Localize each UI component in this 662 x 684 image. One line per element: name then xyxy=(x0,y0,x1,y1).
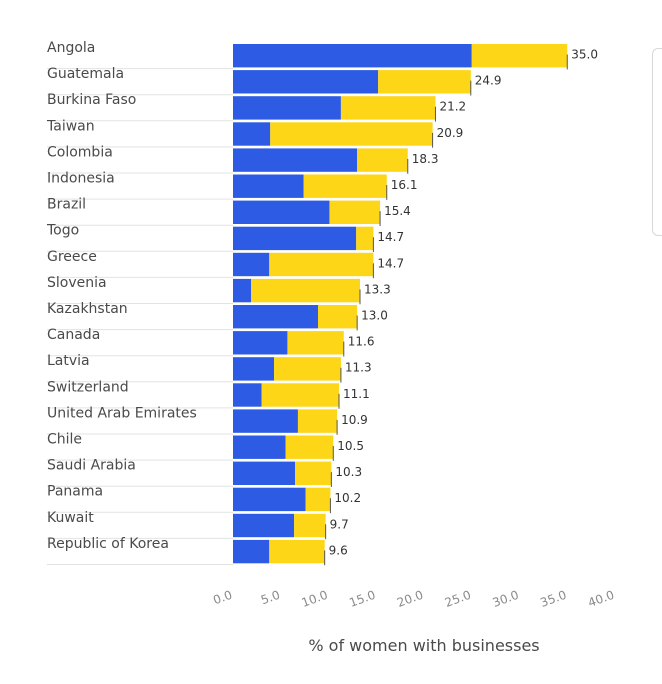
bar-segment-blue xyxy=(233,226,357,251)
bar-segment-yellow xyxy=(295,461,332,485)
legend-panel xyxy=(652,48,662,236)
category-label: Burkina Faso xyxy=(47,92,136,108)
category-label: Greece xyxy=(47,249,97,265)
bar-segment-yellow xyxy=(340,96,436,120)
data-label: 20.9 xyxy=(437,126,464,140)
x-tick-label: 5.0 xyxy=(259,588,282,608)
bar-segment-blue xyxy=(233,409,298,433)
data-label: 14.7 xyxy=(377,230,404,244)
bar-segment-yellow xyxy=(378,70,471,94)
data-label: 10.5 xyxy=(337,439,364,453)
bar-segment-blue xyxy=(233,174,304,198)
bar-segment-yellow xyxy=(251,278,361,303)
bar-segment-blue xyxy=(233,278,252,303)
data-label: 35.0 xyxy=(571,48,598,62)
data-label: 13.3 xyxy=(364,282,391,296)
x-tick-label: 15.0 xyxy=(347,588,377,610)
bar-segment-blue xyxy=(233,331,288,355)
bar-segment-yellow xyxy=(261,383,340,407)
bar-segment-yellow xyxy=(269,539,325,564)
data-label: 21.2 xyxy=(439,100,466,114)
bar-segment-yellow xyxy=(303,174,387,198)
category-label: Latvia xyxy=(47,353,90,369)
category-label: Switzerland xyxy=(47,379,129,395)
bar-segment-blue xyxy=(233,122,271,146)
bar-segment-yellow xyxy=(297,409,338,433)
data-label: 10.2 xyxy=(334,491,361,505)
bar-segment-blue xyxy=(233,383,262,407)
bar-segment-yellow xyxy=(471,44,568,68)
category-label: Taiwan xyxy=(46,118,95,134)
x-tick-label: 35.0 xyxy=(538,588,568,610)
category-label: Angola xyxy=(47,40,95,56)
bar-segment-yellow xyxy=(329,200,381,224)
x-tick-label: 20.0 xyxy=(395,588,425,610)
bar-segment-blue xyxy=(233,357,275,381)
bar-segment-blue xyxy=(233,435,286,459)
bar-segment-yellow xyxy=(357,148,408,172)
bar-segment-yellow xyxy=(287,331,344,355)
category-label: Togo xyxy=(46,223,79,239)
bar-segment-blue xyxy=(233,305,318,329)
x-axis-label: % of women with businesses xyxy=(308,636,539,655)
category-label: Indonesia xyxy=(47,171,115,187)
category-label: Chile xyxy=(47,432,82,448)
category-label: Panama xyxy=(47,484,103,500)
data-label: 24.9 xyxy=(475,74,502,88)
bar-segment-blue xyxy=(233,539,270,564)
data-label: 10.9 xyxy=(341,413,368,427)
category-label: Brazil xyxy=(47,197,86,213)
bar-segment-yellow xyxy=(285,435,334,459)
bar-segment-blue xyxy=(233,252,270,277)
data-label: 11.1 xyxy=(343,387,370,401)
bar-segment-blue xyxy=(233,148,358,172)
bar-segment-blue xyxy=(233,487,306,512)
x-tick-label: 25.0 xyxy=(443,588,473,610)
x-tick-label: 30.0 xyxy=(491,588,521,610)
category-label: Canada xyxy=(47,327,100,343)
data-label: 18.3 xyxy=(412,152,439,166)
bar-segment-blue xyxy=(233,70,379,94)
bar-segment-blue xyxy=(233,513,295,538)
data-label: 15.4 xyxy=(384,204,411,218)
bar-segment-blue xyxy=(233,44,472,68)
x-tick-label: 10.0 xyxy=(300,588,330,610)
category-label: Guatemala xyxy=(47,66,124,82)
bar-segment-yellow xyxy=(294,513,326,538)
bar-segment-blue xyxy=(233,96,341,120)
category-label: Kazakhstan xyxy=(47,301,128,317)
category-label: Slovenia xyxy=(47,275,107,291)
category-label: United Arab Emirates xyxy=(47,405,197,421)
bar-segment-yellow xyxy=(317,305,358,329)
x-tick-label: 0.0 xyxy=(211,588,234,608)
data-label: 14.7 xyxy=(377,256,404,270)
data-label: 9.7 xyxy=(330,517,349,531)
bar-segment-yellow xyxy=(269,252,374,277)
category-label: Kuwait xyxy=(47,510,94,526)
category-label: Saudi Arabia xyxy=(47,458,136,474)
bar-segment-blue xyxy=(233,200,330,224)
bar-segment-yellow xyxy=(270,122,433,146)
bar-segment-yellow xyxy=(274,357,341,381)
data-label: 16.1 xyxy=(391,178,418,192)
category-label: Colombia xyxy=(47,144,113,160)
x-tick-label: 40.0 xyxy=(586,588,616,610)
data-label: 13.0 xyxy=(361,309,388,323)
data-label: 10.3 xyxy=(335,465,362,479)
category-label: Republic of Korea xyxy=(47,536,169,552)
data-label: 11.6 xyxy=(348,335,375,349)
data-label: 11.3 xyxy=(345,361,372,375)
bar-segment-blue xyxy=(233,461,296,485)
data-label: 9.6 xyxy=(329,543,348,557)
bar-segment-yellow xyxy=(305,487,331,512)
bar-segment-yellow xyxy=(356,226,374,251)
